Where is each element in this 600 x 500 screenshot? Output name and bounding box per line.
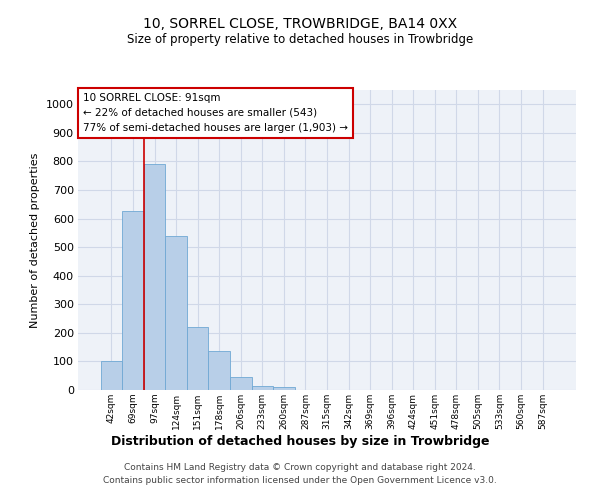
Bar xyxy=(122,212,144,390)
Bar xyxy=(273,387,295,390)
Text: Size of property relative to detached houses in Trowbridge: Size of property relative to detached ho… xyxy=(127,32,473,46)
Text: 10, SORREL CLOSE, TROWBRIDGE, BA14 0XX: 10, SORREL CLOSE, TROWBRIDGE, BA14 0XX xyxy=(143,18,457,32)
Bar xyxy=(251,386,273,390)
Bar xyxy=(230,377,251,390)
Text: Distribution of detached houses by size in Trowbridge: Distribution of detached houses by size … xyxy=(111,435,489,448)
Text: Contains HM Land Registry data © Crown copyright and database right 2024.
Contai: Contains HM Land Registry data © Crown c… xyxy=(103,464,497,485)
Bar xyxy=(101,362,122,390)
Bar xyxy=(166,236,187,390)
Y-axis label: Number of detached properties: Number of detached properties xyxy=(30,152,40,328)
Text: 10 SORREL CLOSE: 91sqm
← 22% of detached houses are smaller (543)
77% of semi-de: 10 SORREL CLOSE: 91sqm ← 22% of detached… xyxy=(83,93,348,132)
Bar xyxy=(187,327,208,390)
Bar xyxy=(208,352,230,390)
Bar xyxy=(144,164,166,390)
